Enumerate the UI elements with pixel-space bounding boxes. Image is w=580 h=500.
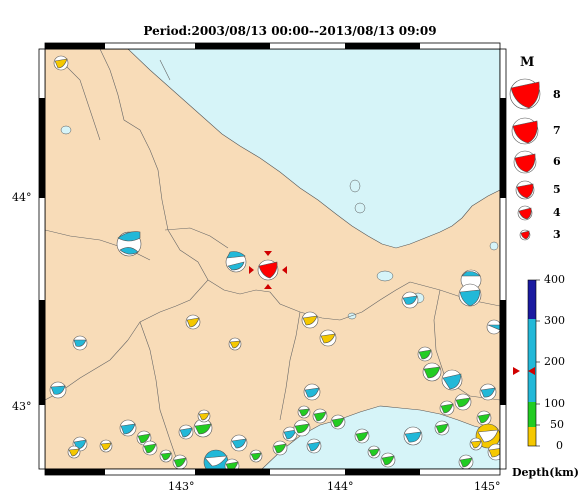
mainshock-depth-marker-right	[528, 367, 535, 375]
beachball	[185, 314, 201, 330]
magnitude-label-5: 5	[553, 183, 561, 196]
beachball	[312, 408, 328, 424]
beachball	[367, 445, 381, 459]
magnitude-legend-title: M	[520, 55, 535, 70]
beachball	[380, 452, 396, 468]
beachball	[142, 440, 158, 456]
beachball	[475, 423, 500, 449]
beachball	[441, 369, 463, 391]
depth-tick-50: 50	[550, 418, 564, 431]
beachball	[417, 346, 433, 362]
beachball	[272, 440, 288, 456]
depth-tick-100: 100	[544, 397, 565, 410]
depth-tick-400: 400	[544, 273, 565, 286]
magnitude-symbol-7	[511, 117, 539, 145]
beachball	[49, 381, 67, 399]
epicenter-marker-right	[282, 266, 287, 274]
magnitude-label-6: 6	[553, 155, 561, 168]
beachball	[249, 449, 263, 463]
lake	[60, 125, 72, 135]
beachballs-intermediate	[49, 231, 500, 469]
beachball	[178, 424, 194, 440]
magnitude-legend-symbols	[509, 78, 541, 241]
magnitude-label-3: 3	[553, 228, 561, 241]
beachball	[479, 383, 497, 401]
beachball	[99, 439, 113, 453]
map-title: Period:2003/08/13 00:00--2013/08/13 09:0…	[143, 24, 437, 38]
lake	[376, 270, 394, 282]
beachball	[354, 428, 370, 444]
magnitude-symbol-8	[509, 78, 541, 110]
beachball	[476, 410, 492, 426]
y-tick-44: 44°	[12, 191, 32, 204]
epicenter-marker-bottom	[264, 284, 272, 289]
depth-tick-0: 0	[556, 439, 563, 452]
x-tick-143: 143°	[168, 480, 195, 493]
depth-tick-300: 300	[544, 314, 565, 327]
beachballs-shallow	[53, 55, 500, 461]
beachball	[401, 291, 419, 309]
epicenter-marker-left	[249, 266, 254, 274]
beachball	[230, 434, 248, 452]
beachball	[72, 335, 88, 351]
beachball	[458, 283, 482, 307]
mainshock-beachball	[249, 251, 287, 289]
lake	[489, 241, 499, 251]
x-tick-144: 144°	[327, 480, 354, 493]
beachball	[301, 311, 319, 329]
epicenter-marker-top	[264, 251, 272, 256]
beachball	[487, 443, 500, 461]
depth-scale-title: Depth(km)	[512, 466, 579, 479]
beachball	[67, 445, 81, 459]
lake	[354, 202, 366, 214]
beachball	[293, 419, 311, 437]
beachball	[297, 405, 311, 419]
beachball	[454, 393, 472, 411]
beachball	[228, 337, 242, 351]
beachball	[486, 319, 500, 335]
beachball	[159, 449, 173, 463]
beachball	[403, 426, 423, 446]
magnitude-symbol-4	[517, 205, 533, 221]
beachball	[434, 420, 450, 436]
beachball	[439, 400, 455, 416]
admin-boundaries	[45, 49, 500, 469]
beachball	[197, 409, 211, 423]
magnitude-symbol-6	[513, 150, 537, 174]
beachball	[119, 419, 137, 437]
beachball	[422, 362, 442, 382]
lake	[349, 179, 361, 193]
mainshock-depth-marker-left	[513, 367, 520, 375]
beachball	[225, 251, 247, 273]
beachballs-moderate	[136, 346, 492, 469]
magnitude-label-4: 4	[553, 206, 561, 219]
map-area	[45, 49, 500, 469]
magnitude-symbol-5	[515, 180, 535, 200]
depth-color-bar	[513, 279, 540, 447]
beachball	[330, 414, 346, 430]
beachball	[458, 454, 474, 469]
depth-tick-200: 200	[544, 355, 565, 368]
okhotsk-sea	[127, 49, 500, 249]
magnitude-label-8: 8	[553, 88, 561, 101]
beachball	[193, 418, 213, 438]
map-frame	[38, 42, 507, 476]
magnitude-symbol-3	[519, 229, 531, 241]
beachball	[306, 438, 322, 454]
y-tick-43: 43°	[12, 400, 32, 413]
beachball	[319, 329, 337, 347]
beachball	[303, 383, 321, 401]
x-tick-145: 145°	[474, 480, 501, 493]
magnitude-label-7: 7	[553, 124, 561, 137]
beachball	[469, 437, 483, 451]
beachball	[53, 55, 69, 71]
lake	[347, 312, 357, 320]
beachball	[116, 231, 142, 257]
beachball	[172, 454, 188, 469]
beachball	[224, 458, 240, 469]
